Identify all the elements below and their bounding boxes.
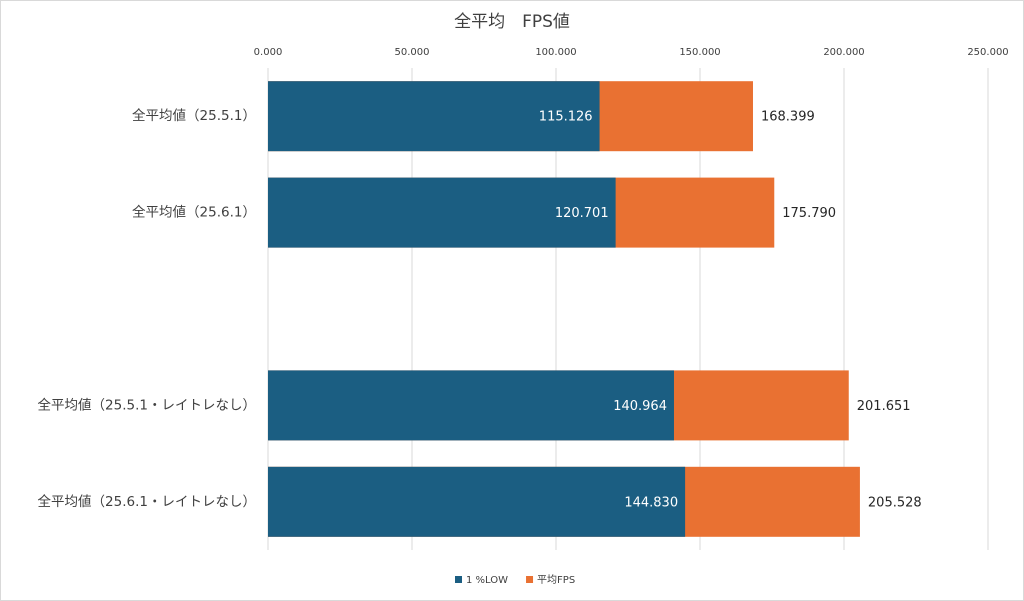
data-label: 120.701: [555, 206, 609, 221]
x-tick-label: 100.000: [535, 47, 576, 58]
x-tick-label: 0.000: [254, 47, 283, 58]
x-tick-label: 150.000: [679, 47, 720, 58]
data-label: 144.830: [624, 495, 678, 510]
bar: [268, 177, 616, 248]
bar: [268, 370, 674, 441]
data-label: 115.126: [539, 110, 593, 125]
bar: [268, 466, 686, 537]
chart-title: 全平均 FPS値: [454, 12, 570, 32]
x-tick-label: 250.000: [967, 47, 1008, 58]
bar: [268, 81, 600, 152]
y-tick-label: 全平均値（25.5.1・レイトレなし）: [38, 396, 256, 413]
legend-swatch: [455, 576, 462, 583]
data-label: 175.790: [782, 206, 836, 221]
x-tick-label: 200.000: [823, 47, 864, 58]
data-label: 201.651: [857, 399, 911, 414]
data-label: 140.964: [613, 399, 667, 414]
y-tick-label: 全平均値（25.6.1・レイトレなし）: [38, 493, 256, 510]
legend-label: 平均FPS: [537, 574, 575, 586]
x-tick-label: 50.000: [395, 47, 430, 58]
y-tick-label: 全平均値（25.5.1）: [132, 107, 256, 124]
legend-swatch: [526, 576, 534, 583]
data-label: 205.528: [868, 495, 922, 510]
data-label: 168.399: [761, 110, 815, 125]
legend-label: 1 %LOW: [466, 575, 508, 586]
y-tick-label: 全平均値（25.6.1）: [132, 204, 256, 221]
